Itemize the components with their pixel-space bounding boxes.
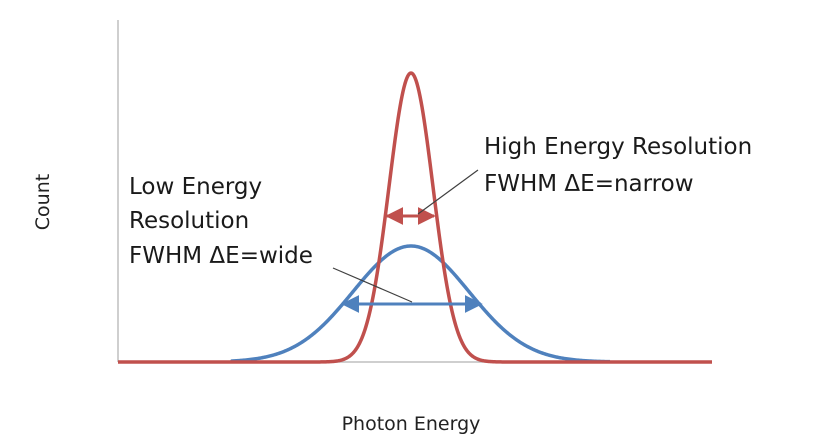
- low-resolution-title-line2: Resolution: [129, 208, 249, 234]
- high-resolution-leader-line: [417, 169, 479, 215]
- low-resolution-title-line1: Low Energy: [129, 174, 262, 200]
- x-axis-label: Photon Energy: [342, 413, 481, 435]
- low-resolution-leader-line: [332, 267, 413, 303]
- y-axis-label: Count: [32, 174, 54, 230]
- high-resolution-title: High Energy Resolution: [484, 134, 752, 160]
- narrow-peak-curve: [117, 71, 713, 364]
- low-resolution-fwhm: FWHM ΔE=wide: [129, 243, 313, 269]
- high-resolution-fwhm: FWHM ΔE=narrow: [484, 171, 694, 197]
- wide-peak-curve: [230, 244, 611, 364]
